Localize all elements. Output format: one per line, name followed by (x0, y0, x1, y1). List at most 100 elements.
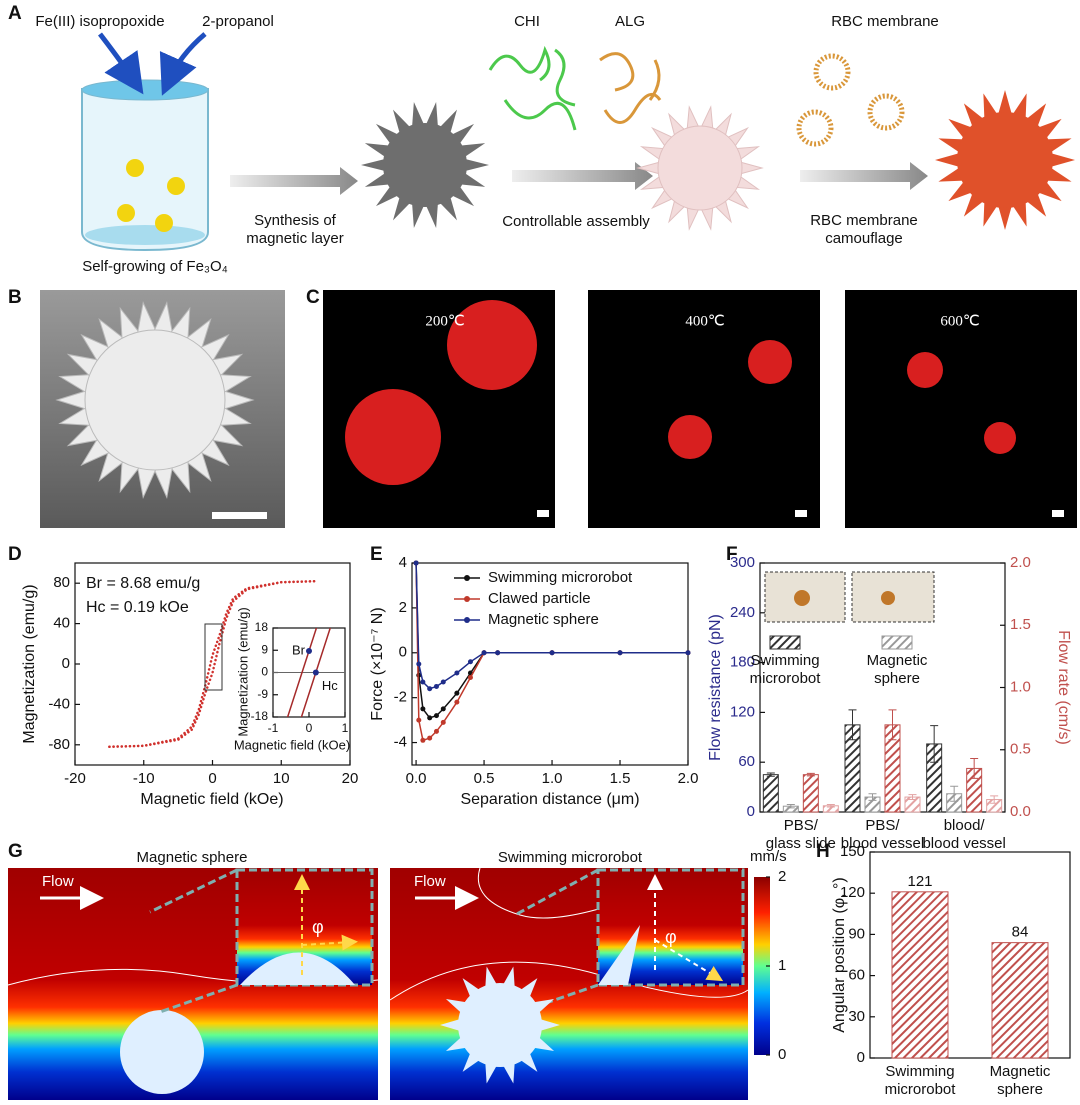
flow-label: Flow (414, 873, 446, 890)
x-tick-label: 1 (342, 721, 349, 735)
y-tick-label: 0 (747, 803, 755, 820)
y-tick-label: -2 (394, 689, 407, 706)
step-label: RBC membrane camouflage (810, 212, 918, 247)
x-tick-label: PBS/ blood vessel (840, 817, 925, 852)
x-tick-label: PBS/ glass slide (765, 817, 836, 852)
data-point (413, 560, 419, 566)
legend-marker (464, 596, 470, 602)
y2-tick-label: 1.0 (1010, 678, 1031, 695)
panel-letter: C (306, 287, 320, 308)
y-tick-label: -9 (257, 687, 268, 701)
legend-label: Magnetic sphere (866, 652, 928, 687)
y-tick-label: 300 (730, 554, 755, 571)
y-axis-title: Magnetization (emu/g) (21, 584, 38, 743)
particle-core (383, 123, 467, 207)
data-point (416, 661, 422, 667)
panel-letter: G (8, 841, 23, 862)
legend-marker (464, 617, 470, 623)
x-tick-label: Magnetic sphere (989, 1063, 1051, 1098)
error-bar (930, 725, 939, 763)
data-point (549, 650, 555, 656)
error-bar (970, 757, 979, 779)
spiky-particle (55, 301, 255, 499)
bar (891, 891, 949, 1059)
data-point (433, 713, 439, 719)
y-tick-label: 150 (840, 843, 865, 860)
x-tick-label: -20 (64, 770, 86, 787)
data-line (300, 628, 332, 717)
x-tick-label: -10 (133, 770, 155, 787)
y-tick-label: 90 (848, 925, 865, 942)
y-axis-title: Flow resistance (pN) (707, 614, 724, 761)
data-point (481, 650, 487, 656)
spiky-particle (935, 90, 1075, 230)
step-label: Controllable assembly (502, 213, 650, 230)
x-tick-label: 0 (306, 721, 313, 735)
data-point (454, 690, 460, 696)
data-point (440, 706, 446, 712)
zoom-box (204, 623, 223, 691)
panel-letter: A (8, 3, 22, 24)
error-bar (990, 795, 999, 804)
beaker (81, 32, 209, 252)
x-tick-label: 0 (208, 770, 216, 787)
spike (411, 101, 426, 130)
error-bar (868, 793, 877, 801)
y-axis-title: Angular position (φ, °) (831, 877, 848, 1033)
y2-axis-title: Flow rate (cm/s) (1055, 630, 1072, 745)
step-label: Synthesis of magnetic layer (246, 212, 344, 247)
legend-label: Swimming microrobot (488, 569, 633, 586)
y-tick-label: 240 (730, 604, 755, 621)
data-label: 84 (1012, 924, 1029, 941)
y-tick-label: 80 (53, 574, 70, 591)
bar (991, 942, 1049, 1059)
y-tick-label: 180 (730, 654, 755, 671)
inset-point (306, 648, 312, 655)
y-tick-label: 0 (261, 665, 268, 679)
coating-label: RBC membrane (831, 13, 939, 30)
inset-x-label: Magnetic field (kOe) (234, 737, 350, 752)
x-tick-label: Swimming microrobot (884, 1063, 956, 1098)
data-point (433, 728, 439, 734)
x-tick-label: 0.5 (474, 770, 495, 787)
panel-letter: B (8, 287, 22, 308)
error-bar (950, 785, 959, 802)
inset-photo-particle (794, 590, 810, 606)
data-point (467, 659, 473, 665)
x-tick-label: -1 (268, 721, 279, 735)
colorbar-tick-label: 0 (778, 1046, 786, 1063)
x-axis-title: Separation distance (μm) (460, 791, 639, 808)
y-tick-label: 0 (62, 655, 70, 672)
y2-tick-label: 0.0 (1010, 803, 1031, 820)
error-bar (806, 772, 815, 777)
y-tick-label: 40 (53, 615, 70, 632)
y-tick-label: 4 (399, 554, 407, 571)
error-bar (908, 794, 917, 801)
y-tick-label: 18 (255, 620, 269, 634)
particle-core (957, 112, 1053, 208)
particle-core (84, 329, 226, 471)
spike (462, 158, 489, 172)
fluorescence-images (323, 290, 1077, 528)
legend-swatch (881, 635, 913, 650)
y2-tick-label: 1.5 (1010, 616, 1031, 633)
colorbar-label: mm/s (750, 848, 787, 865)
image-title: Swimming microrobot (498, 849, 643, 866)
data-point (420, 706, 426, 712)
y-tick-label: -18 (251, 709, 269, 723)
spiky-particle (636, 105, 764, 231)
inset-photo-particle (881, 591, 895, 605)
spiky-particle (361, 101, 489, 229)
data-point (427, 715, 433, 721)
image-label: 600℃ (940, 313, 979, 329)
spike (361, 158, 388, 172)
annotation: Br = 8.68 emu/g (86, 575, 200, 592)
annotation: Hc = 0.19 kOe (86, 599, 189, 616)
image-label: 400℃ (685, 313, 724, 329)
error-bar (766, 772, 775, 777)
reagent-label: 2-propanol (202, 13, 274, 30)
coating-label: CHI (514, 13, 540, 30)
data-point (467, 674, 473, 680)
scale-bar (212, 512, 267, 519)
data-point (454, 670, 460, 676)
